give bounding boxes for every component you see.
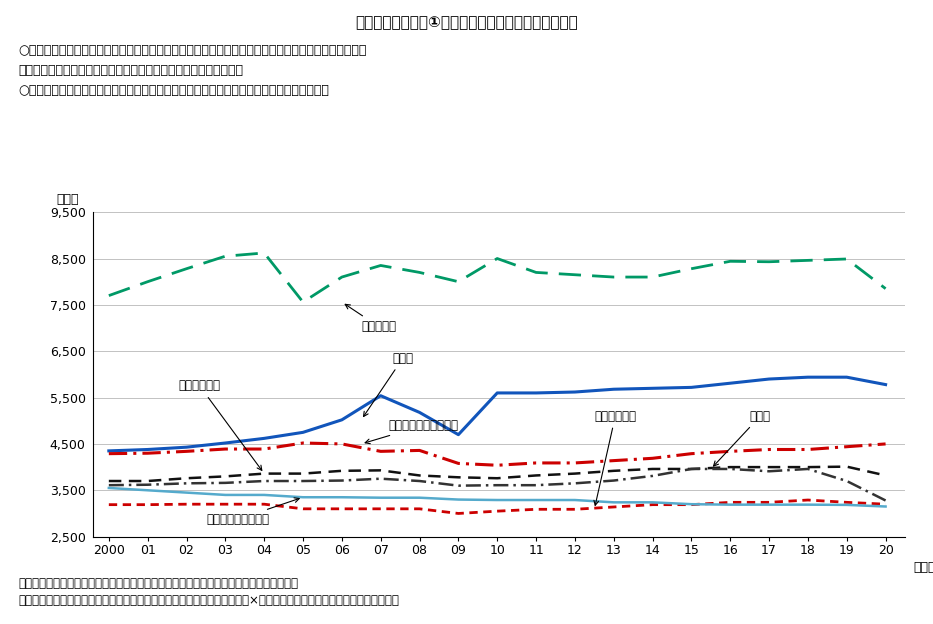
Text: 製造業: 製造業 [364, 352, 413, 416]
Text: 資料出所　内閣府「国民経済計算」をもとに厕生労働省政策統括官付政策統括室にて推計: 資料出所 内閣府「国民経済計算」をもとに厕生労働省政策統括官付政策統括室にて推計 [19, 577, 299, 590]
Text: 卸売・小売業: 卸売・小売業 [179, 379, 262, 470]
Text: 運輸・郵便業: 運輸・郵便業 [594, 409, 636, 505]
Text: 飲食・宿泊サービス業: 飲食・宿泊サービス業 [365, 419, 458, 444]
Text: 「飲食・宿泊サービス業」などは生産性が低く、かつ低下傾向。: 「飲食・宿泊サービス業」などは生産性が低く、かつ低下傾向。 [19, 64, 244, 77]
Text: （年）: （年） [913, 561, 933, 574]
Text: （注）　労働生産性は実質国内総生産（産業別）を雇用者数（産業別）×労働時間数（産業別）で除したものとした。: （注） 労働生産性は実質国内総生産（産業別）を雇用者数（産業別）×労働時間数（産… [19, 594, 399, 607]
Text: 建設業: 建設業 [714, 409, 771, 466]
Text: ○　一方で「情報通信業」「製造業」は生産性が高く、「製造業」「建設業」は上昇傾向。: ○ 一方で「情報通信業」「製造業」は生産性が高く、「製造業」「建設業」は上昇傾向… [19, 84, 329, 97]
Text: ○　雇用者におけるマンアワーベースの労働生産性の推移を産業別にみると、「保健衛生・社会事業」: ○ 雇用者におけるマンアワーベースの労働生産性の推移を産業別にみると、「保健衛生… [19, 44, 367, 57]
Text: 情報通信業: 情報通信業 [345, 305, 397, 333]
Text: （円）: （円） [57, 193, 79, 206]
Text: 《コラム２－２－①図　産業別の労働生産性の推移》: 《コラム２－２－①図 産業別の労働生産性の推移》 [355, 16, 578, 31]
Text: 保健衛生・社会事業: 保健衛生・社会事業 [206, 498, 299, 526]
